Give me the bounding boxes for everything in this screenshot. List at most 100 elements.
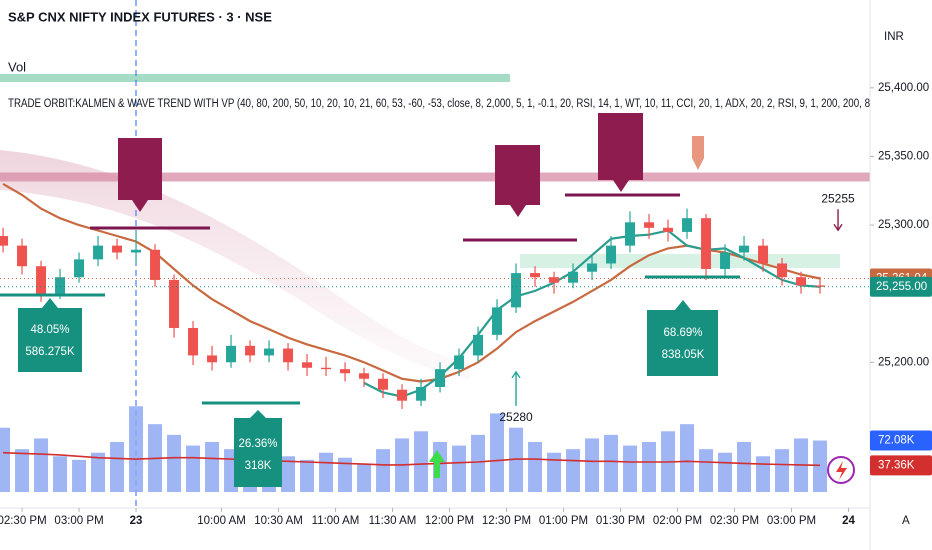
signal-label: 25255: [821, 191, 855, 205]
candle-body: [739, 245, 750, 253]
candle-body: [150, 249, 161, 280]
candle-body: [17, 245, 28, 267]
volume-bar: [585, 438, 600, 492]
candle-body: [74, 259, 85, 278]
volume-bar: [756, 456, 771, 492]
volume-bar: [642, 442, 657, 492]
x-tick-label: 01:00 PM: [539, 515, 588, 527]
y-tick-label: 25,300.00: [878, 219, 929, 231]
marker-box: [598, 113, 643, 192]
candle-body: [131, 249, 142, 253]
volume-bar: [528, 442, 543, 492]
x-tick-label: 10:00 AM: [197, 515, 246, 527]
x-tick-label: 02:30 PM: [0, 515, 47, 527]
candle-body: [264, 348, 275, 356]
candle-body: [587, 263, 598, 272]
candle-body: [188, 327, 199, 356]
volume-bar: [0, 427, 11, 492]
volume-bar: [91, 452, 106, 492]
candle-body: [283, 348, 294, 363]
volume-bar: [357, 463, 372, 492]
volume-bar: [300, 459, 315, 492]
candle-body: [530, 273, 541, 278]
volume-bar: [376, 449, 391, 492]
x-tick-label: 11:30 AM: [369, 515, 417, 527]
price-badge-label: 25,255.00: [876, 281, 927, 293]
candle-body: [549, 277, 560, 283]
candle-body: [302, 362, 313, 368]
volume-bar: [34, 438, 49, 492]
x-tick-label: 02:30 PM: [710, 515, 759, 527]
volume-ma: [2, 451, 821, 467]
volume-bar: [281, 456, 296, 492]
annotation-text: 26.36%: [238, 438, 277, 450]
zone: [520, 254, 840, 268]
volume-bar: [775, 449, 790, 492]
candle-body: [663, 227, 674, 232]
volume-bar: [680, 424, 695, 492]
candle-body: [378, 378, 389, 390]
indicator-title: TRADE ORBIT:KALMEN & WAVE TREND WITH VP …: [8, 98, 870, 110]
volume-bar: [129, 406, 144, 492]
volume-badge-label: 37.36K: [878, 459, 915, 471]
candle-body: [207, 355, 218, 363]
candle-body: [36, 266, 47, 294]
candle-body: [701, 218, 712, 269]
volume-bar: [547, 452, 562, 492]
candle-body: [796, 277, 807, 286]
volume-bar-hint: [0, 74, 510, 82]
y-tick-label: 25,350.00: [878, 150, 929, 162]
candle-body: [625, 222, 636, 246]
y-tick-label: 25,400.00: [878, 82, 929, 94]
candle-body: [55, 277, 66, 294]
y-tick-label: 25,200.00: [878, 356, 929, 368]
candle-body: [777, 263, 788, 278]
annotation-text: 318K: [245, 460, 272, 472]
candle-body: [492, 307, 503, 335]
x-tick-label: 11:00 AM: [312, 515, 360, 527]
volume-bar: [338, 457, 353, 492]
candle-body: [0, 236, 9, 246]
candle-body: [815, 285, 826, 287]
volume-bar: [490, 413, 505, 492]
volume-bar: [15, 449, 30, 492]
volume-bar: [319, 452, 334, 492]
volume-bar: [414, 431, 429, 492]
signal-arrow: [429, 450, 445, 478]
volume-badge: [870, 430, 932, 451]
volume-bar: [72, 459, 87, 492]
volume-bar: [110, 442, 125, 492]
annotation-box: [234, 410, 282, 487]
candle-body: [169, 279, 180, 328]
price-badge: [870, 276, 932, 297]
volume-bar: [452, 445, 467, 492]
x-tick-label: 12:00 PM: [425, 515, 474, 527]
volume-bar: [566, 449, 581, 492]
candle-body: [359, 373, 370, 379]
signal-arrow: [833, 209, 843, 232]
signal-arrow: [511, 370, 521, 406]
volume-bar: [167, 434, 182, 492]
currency: INR: [884, 31, 904, 43]
volume-bar: [604, 434, 619, 492]
candle-body: [226, 345, 237, 363]
x-tick-label: 03:00 PM: [767, 515, 816, 527]
volume-bar: [718, 452, 733, 492]
candle-body: [682, 218, 693, 232]
marker-box: [495, 145, 540, 217]
volume-badge: [870, 455, 932, 476]
scale-mode[interactable]: A: [902, 515, 910, 527]
x-tick-label: 02:00 PM: [653, 515, 702, 527]
volume-bar: [53, 456, 68, 492]
volume-badge-label: 72.08K: [878, 435, 915, 447]
overlay-line: [2, 182, 821, 383]
candle-body: [758, 245, 769, 264]
marker-box: [118, 138, 162, 212]
candle-body: [340, 369, 351, 374]
volume-bar: [813, 440, 828, 492]
candle-body: [245, 345, 256, 356]
marker: [692, 136, 704, 170]
volume-bar: [186, 445, 201, 492]
volume-bar: [737, 442, 752, 492]
